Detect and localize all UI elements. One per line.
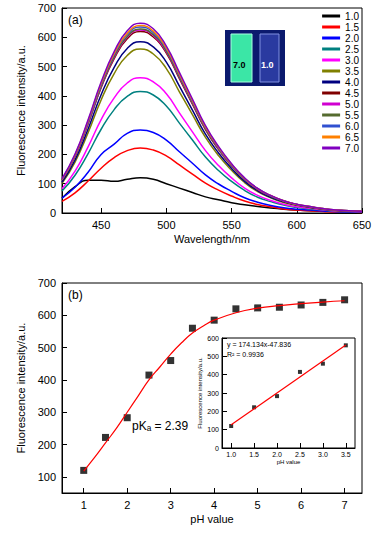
svg-text:6: 6	[298, 499, 304, 511]
svg-text:pH value: pH value	[277, 459, 301, 465]
svg-text:6.0: 6.0	[345, 121, 359, 132]
svg-text:(b): (b)	[68, 288, 83, 302]
svg-text:3.0: 3.0	[318, 451, 328, 458]
svg-text:550: 550	[222, 219, 240, 231]
svg-text:700: 700	[38, 2, 56, 14]
svg-text:650: 650	[353, 219, 371, 231]
svg-text:7: 7	[342, 499, 348, 511]
svg-text:300: 300	[38, 406, 56, 418]
svg-text:300: 300	[207, 390, 219, 397]
svg-text:500: 500	[207, 353, 219, 360]
svg-text:600: 600	[38, 309, 56, 321]
svg-text:4.5: 4.5	[345, 88, 359, 99]
svg-text:3.5: 3.5	[345, 66, 359, 77]
svg-text:100: 100	[38, 178, 56, 190]
svg-text:R² = 0.9936: R² = 0.9936	[227, 351, 264, 358]
svg-text:1.0: 1.0	[226, 451, 236, 458]
svg-text:(a): (a)	[68, 13, 83, 27]
svg-text:3: 3	[168, 499, 174, 511]
svg-text:5.0: 5.0	[345, 99, 359, 110]
svg-text:100: 100	[207, 426, 219, 433]
svg-text:2.5: 2.5	[295, 451, 305, 458]
svg-text:2: 2	[124, 499, 130, 511]
svg-text:400: 400	[207, 371, 219, 378]
svg-text:1.5: 1.5	[345, 22, 359, 33]
svg-text:pKₐ = 2.39: pKₐ = 2.39	[132, 419, 189, 433]
svg-text:1: 1	[81, 499, 87, 511]
svg-text:5.5: 5.5	[345, 110, 359, 121]
svg-text:2.0: 2.0	[272, 451, 282, 458]
svg-text:7.0: 7.0	[345, 143, 359, 154]
svg-text:0: 0	[50, 207, 56, 219]
svg-text:600: 600	[288, 219, 306, 231]
svg-text:y = 174.134x-47.836: y = 174.134x-47.836	[227, 341, 291, 349]
svg-text:600: 600	[207, 335, 219, 342]
svg-text:3.5: 3.5	[341, 451, 351, 458]
svg-text:pH value: pH value	[190, 513, 233, 525]
svg-text:Fluorescence intensity/a.u.: Fluorescence intensity/a.u.	[15, 323, 27, 454]
svg-text:0: 0	[215, 445, 219, 452]
svg-text:4: 4	[211, 499, 217, 511]
svg-text:Fluorescence intensity/a.u.: Fluorescence intensity/a.u.	[15, 45, 27, 176]
svg-text:1.5: 1.5	[249, 451, 259, 458]
svg-text:Fluorescence intensity/a.u.: Fluorescence intensity/a.u.	[197, 357, 203, 429]
svg-text:300: 300	[38, 119, 56, 131]
svg-text:2.0: 2.0	[345, 33, 359, 44]
svg-text:1.0: 1.0	[261, 60, 274, 70]
svg-text:500: 500	[38, 342, 56, 354]
svg-text:700: 700	[38, 277, 56, 289]
svg-text:1.0: 1.0	[345, 11, 359, 22]
svg-text:450: 450	[92, 219, 110, 231]
svg-text:5: 5	[255, 499, 261, 511]
svg-text:500: 500	[157, 219, 175, 231]
svg-text:Wavelength/nm: Wavelength/nm	[174, 233, 250, 245]
svg-text:500: 500	[38, 61, 56, 73]
svg-text:200: 200	[207, 408, 219, 415]
svg-text:7.0: 7.0	[233, 60, 246, 70]
svg-text:600: 600	[38, 31, 56, 43]
svg-text:2.5: 2.5	[345, 44, 359, 55]
svg-text:400: 400	[38, 374, 56, 386]
svg-text:6.5: 6.5	[345, 132, 359, 143]
svg-text:4.0: 4.0	[345, 77, 359, 88]
svg-text:400: 400	[38, 90, 56, 102]
svg-text:3.0: 3.0	[345, 55, 359, 66]
svg-text:100: 100	[38, 471, 56, 483]
svg-text:200: 200	[38, 148, 56, 160]
svg-text:200: 200	[38, 439, 56, 451]
